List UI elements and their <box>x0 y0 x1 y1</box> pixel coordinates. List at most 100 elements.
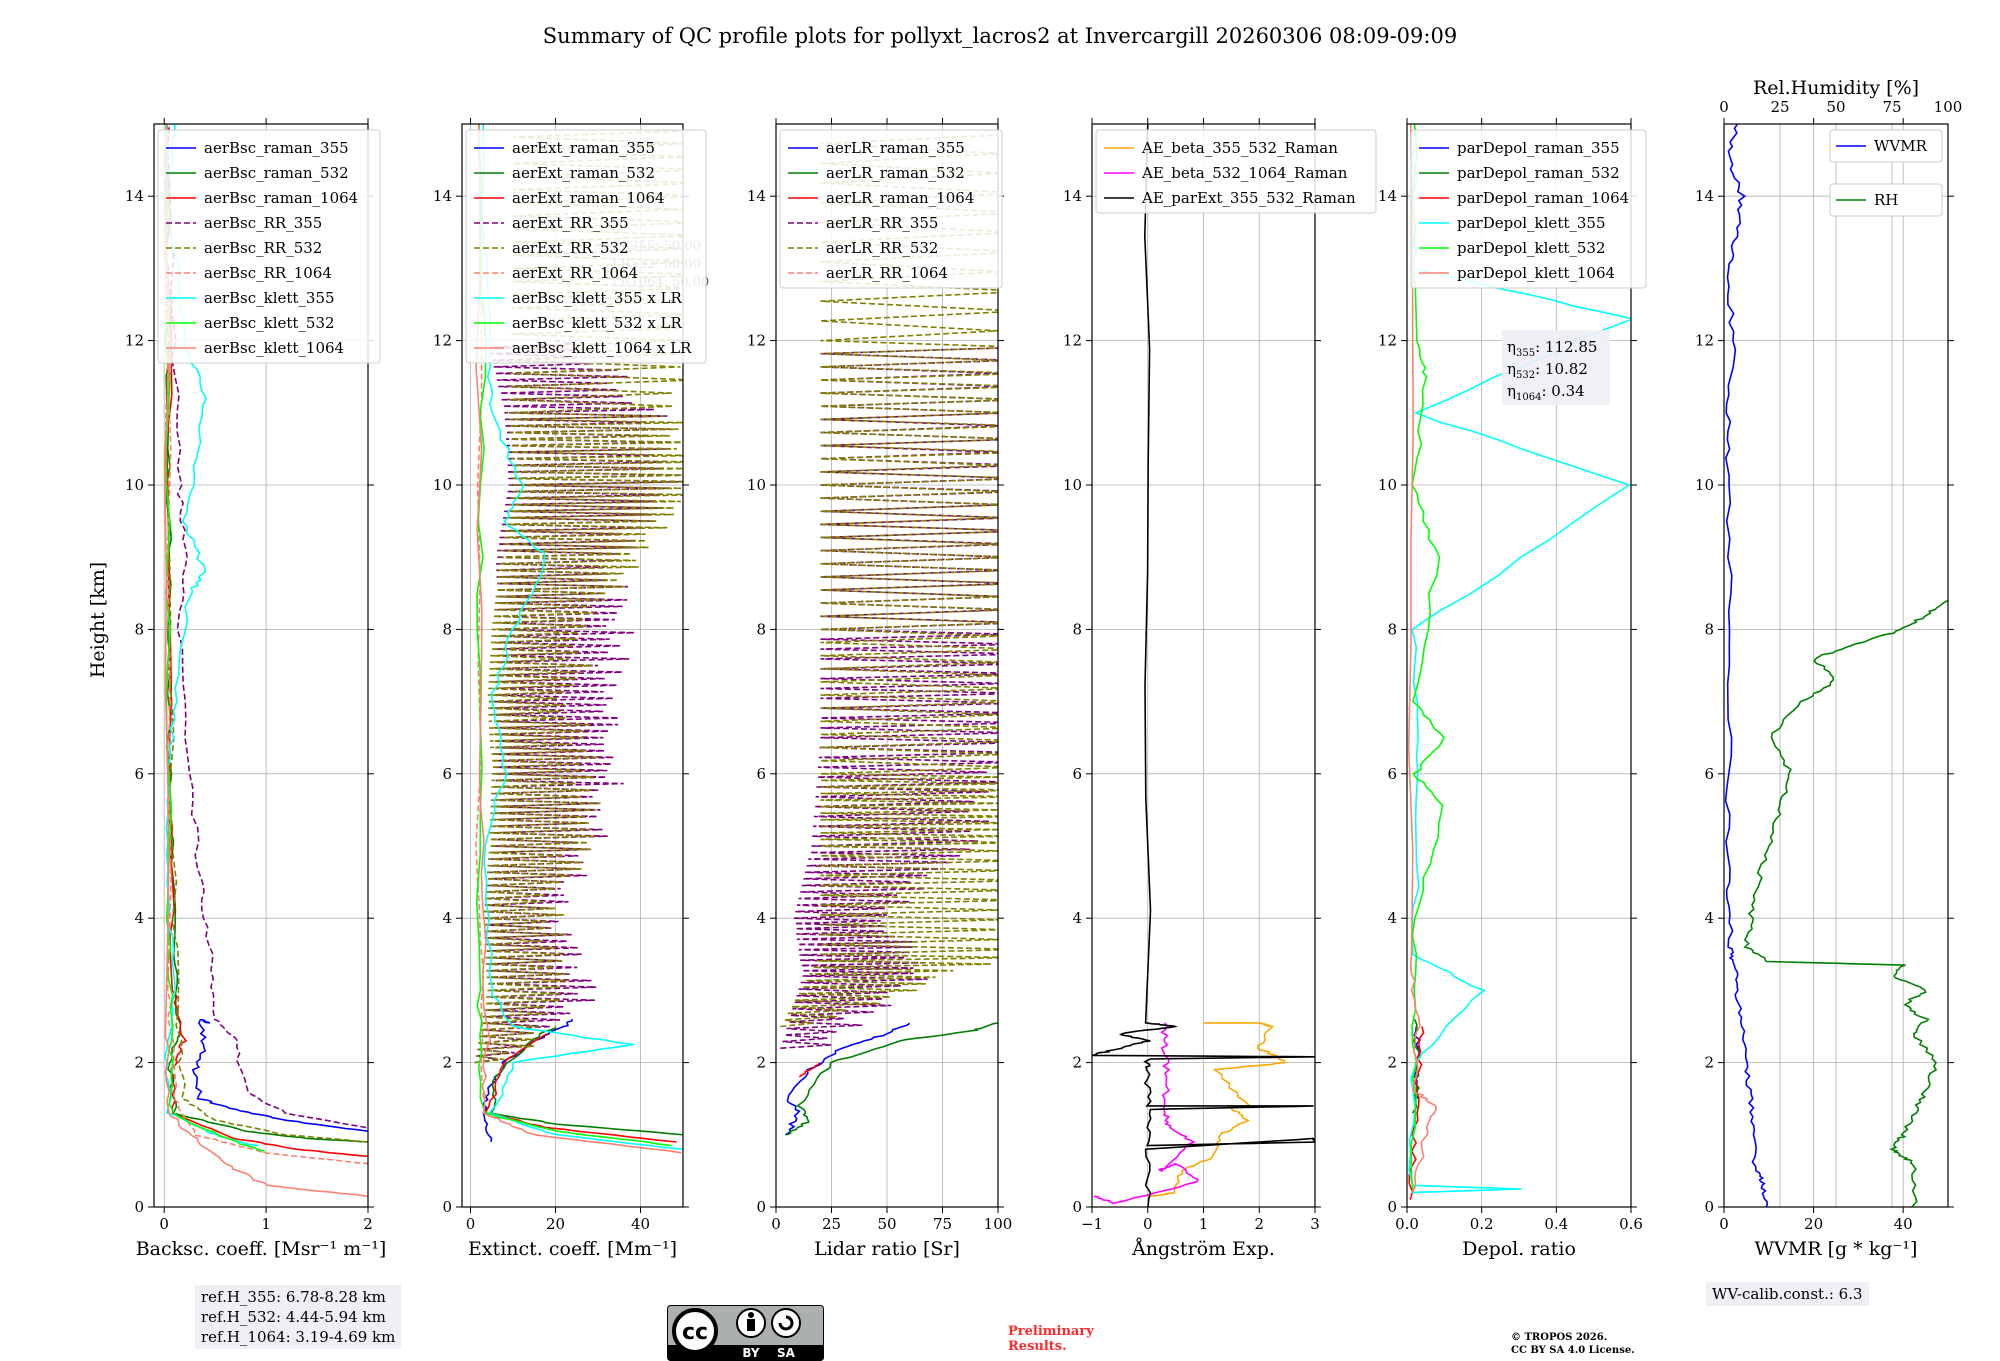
legend-entry: aerBsc_klett_1064 <box>204 339 344 357</box>
legend-box <box>779 129 1003 289</box>
x-tick-label: 3 <box>1310 1215 1320 1233</box>
height-tick-label: 6 <box>756 765 766 783</box>
series-bsc <box>163 124 368 1197</box>
height-tick-label: 6 <box>1072 765 1082 783</box>
wv-calib-constant: WV-calib.const.: 6.3 <box>1712 1285 1863 1303</box>
height-tick-label: 10 <box>1063 476 1082 494</box>
height-tick-label: 12 <box>1695 332 1714 350</box>
x-tick-label: 40 <box>631 1215 650 1233</box>
eta-value: η355: 112.85 <box>1507 338 1597 359</box>
height-tick-label: 4 <box>1704 909 1714 927</box>
legend-box <box>1095 129 1377 214</box>
height-tick-label: 14 <box>1378 187 1397 205</box>
series-depol <box>1407 124 1631 1201</box>
figure-title: Summary of QC profile plots for pollyxt_… <box>543 24 1457 48</box>
eta-value: η532: 10.82 <box>1507 360 1588 381</box>
x-tick-label: 0 <box>466 1215 476 1233</box>
rh-tick-label: 25 <box>1770 98 1789 116</box>
series-line-aerLR_raman_532 <box>786 1022 998 1136</box>
x-tick-label: 1 <box>261 1215 271 1233</box>
series-line-RH <box>1743 599 1948 1207</box>
axes-frame-depol <box>1406 123 1632 1208</box>
axes-frame-ext <box>461 123 684 1208</box>
height-tick-label: 2 <box>756 1054 766 1072</box>
height-axis-label: Height [km] <box>87 562 109 678</box>
legend-entry: aerExt_raman_532 <box>512 164 655 182</box>
series-line-aerBsc_klett_355 x LR <box>481 124 683 1150</box>
legend-entry: aerBsc_raman_532 <box>204 164 349 182</box>
legend-lr: aerLR_raman_355 aerLR_raman_532 aerLR_rama… <box>779 129 1003 289</box>
cc-icon <box>672 1308 718 1354</box>
legend-entry: AE_beta_532_1064_Raman <box>1141 164 1348 182</box>
height-tick-label: 2 <box>1704 1054 1714 1072</box>
series-line-aerBsc_raman_355 <box>191 1018 368 1132</box>
x-tick-label: 100 <box>984 1215 1013 1233</box>
legend-entry: aerLR_RR_1064 <box>826 264 948 282</box>
legend-bsc: aerBsc_raman_355 aerBsc_raman_532 aerBsc_r… <box>157 129 381 364</box>
legend-entry: AE_beta_355_532_Raman <box>1141 139 1338 157</box>
panel-wv: 0 2 4 6 8 10 12 14 0 20 40 WVMR [g * kg⁻¹] 0 25 50 75 10… <box>1695 77 1962 1260</box>
svg-text:BY: BY <box>742 1346 759 1360</box>
x-tick-label: 0.4 <box>1544 1215 1568 1233</box>
height-tick-label: 14 <box>1695 187 1714 205</box>
x-tick-label: 2 <box>1254 1215 1264 1233</box>
series-line-aerBsc_klett_355 <box>163 124 259 1147</box>
legend-entry: aerLR_RR_355 <box>826 214 938 232</box>
height-tick-label: 0 <box>1387 1198 1397 1216</box>
height-tick-label: 2 <box>1072 1054 1082 1072</box>
height-tick-label: 2 <box>442 1054 452 1072</box>
legend-entry: aerLR_raman_1064 <box>826 189 974 207</box>
x-tick-label: 0 <box>1143 1215 1153 1233</box>
refh-532: ref.H_532: 4.44-5.94 km <box>201 1308 386 1326</box>
legend-entry: aerBsc_klett_355 <box>204 289 335 307</box>
height-tick-label: 10 <box>433 476 452 494</box>
legend-entry: aerLR_raman_355 <box>826 139 965 157</box>
height-tick-label: 0 <box>1072 1198 1082 1216</box>
legend-box <box>157 129 381 364</box>
x-tick-label: 2 <box>363 1215 373 1233</box>
height-tick-label: 8 <box>134 620 144 638</box>
height-tick-label: 4 <box>134 909 144 927</box>
x-axis-label-bsc: Backsc. coeff. [Msr⁻¹ m⁻¹] <box>136 1238 387 1260</box>
height-tick-label: 14 <box>1063 187 1082 205</box>
height-tick-label: 12 <box>1063 332 1082 350</box>
x-tick-label: 0 <box>1719 1215 1729 1233</box>
legend-entry: parDepol_klett_1064 <box>1457 264 1615 282</box>
panel-depol: 0 2 4 6 8 10 12 14 0.0 0.2 0.4 0.6 Depol. ratio η355:… <box>1378 118 1647 1260</box>
x-tick-label: 75 <box>933 1215 952 1233</box>
height-tick-label: 14 <box>125 187 144 205</box>
legend-entry: parDepol_klett_355 <box>1457 214 1606 232</box>
share-alike-icon <box>771 1308 801 1338</box>
height-tick-label: 0 <box>756 1198 766 1216</box>
legend-wv: WVMR RH <box>1829 129 1943 217</box>
series-ae <box>1092 124 1315 1207</box>
height-tick-label: 4 <box>1387 909 1397 927</box>
series-line-aerBsc_klett_1064 x LR <box>475 124 682 1154</box>
legend-entry: parDepol_raman_355 <box>1457 139 1620 157</box>
panel-lr: 0 2 4 6 8 10 12 14 0 25 50 75 100 Lidar ratio [Sr] aer… <box>747 118 1013 1260</box>
legend-entry: RH <box>1874 191 1898 209</box>
legend-entry: aerBsc_raman_355 <box>204 139 349 157</box>
height-tick-label: 8 <box>1072 620 1082 638</box>
legend-entry: aerBsc_klett_355 x LR <box>512 289 683 307</box>
height-tick-label: 6 <box>1387 765 1397 783</box>
x-axis-label-depol: Depol. ratio <box>1462 1238 1576 1260</box>
legend-entry: aerBsc_RR_532 <box>204 239 322 257</box>
preliminary-notice: Preliminary Results. <box>1008 1324 1094 1354</box>
height-tick-label: 10 <box>1378 476 1397 494</box>
legend-ae: AE_beta_355_532_Raman AE_beta_532_1064_Ra… <box>1095 129 1377 214</box>
series-line-aerExt_RR_532 <box>474 124 683 1064</box>
legend-entry: parDepol_raman_1064 <box>1457 189 1629 207</box>
cc-by-sa-license-badge: cc BY SA <box>667 1305 824 1361</box>
rh-axis-label: Rel.Humidity [%] <box>1753 77 1919 99</box>
refh-1064: ref.H_1064: 3.19-4.69 km <box>201 1328 396 1346</box>
height-tick-label: 0 <box>442 1198 452 1216</box>
svg-text:SA: SA <box>777 1346 796 1360</box>
x-tick-label: 0.2 <box>1470 1215 1494 1233</box>
copyright-notice: © TROPOS 2026. CC BY SA 4.0 License. <box>1511 1332 1635 1356</box>
